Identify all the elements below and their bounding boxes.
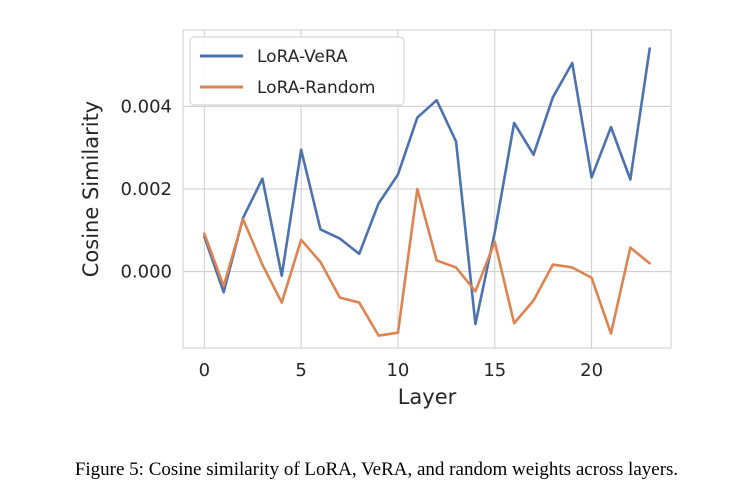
legend-label-lora-random: LoRA-Random: [257, 78, 375, 98]
x-tick-label: 15: [483, 360, 506, 381]
x-axis-label: Layer: [398, 385, 457, 409]
legend: LoRA-VeRA LoRA-Random: [189, 36, 405, 106]
legend-box: [189, 36, 405, 106]
x-tick-label: 20: [580, 360, 603, 381]
series-line-lora-vera: [203, 47, 652, 326]
x-tick-label: 5: [295, 360, 306, 381]
y-axis-label: Cosine Similarity: [79, 101, 103, 277]
legend-label-lora-vera: LoRA-VeRA: [257, 47, 348, 67]
x-tick-label: 0: [199, 360, 210, 381]
y-tick-label: 0.002: [120, 179, 172, 200]
ticks-layer: 0 5 10 15 20 0.000 0.002 0.004: [120, 96, 603, 381]
y-tick-label: 0.000: [120, 262, 172, 283]
x-tick-label: 10: [386, 360, 409, 381]
figure-caption: Figure 5: Cosine similarity of LoRA, VeR…: [74, 459, 679, 480]
series-layer: [203, 47, 652, 337]
series-line-lora-random: [203, 187, 652, 337]
y-tick-label: 0.004: [120, 96, 172, 117]
